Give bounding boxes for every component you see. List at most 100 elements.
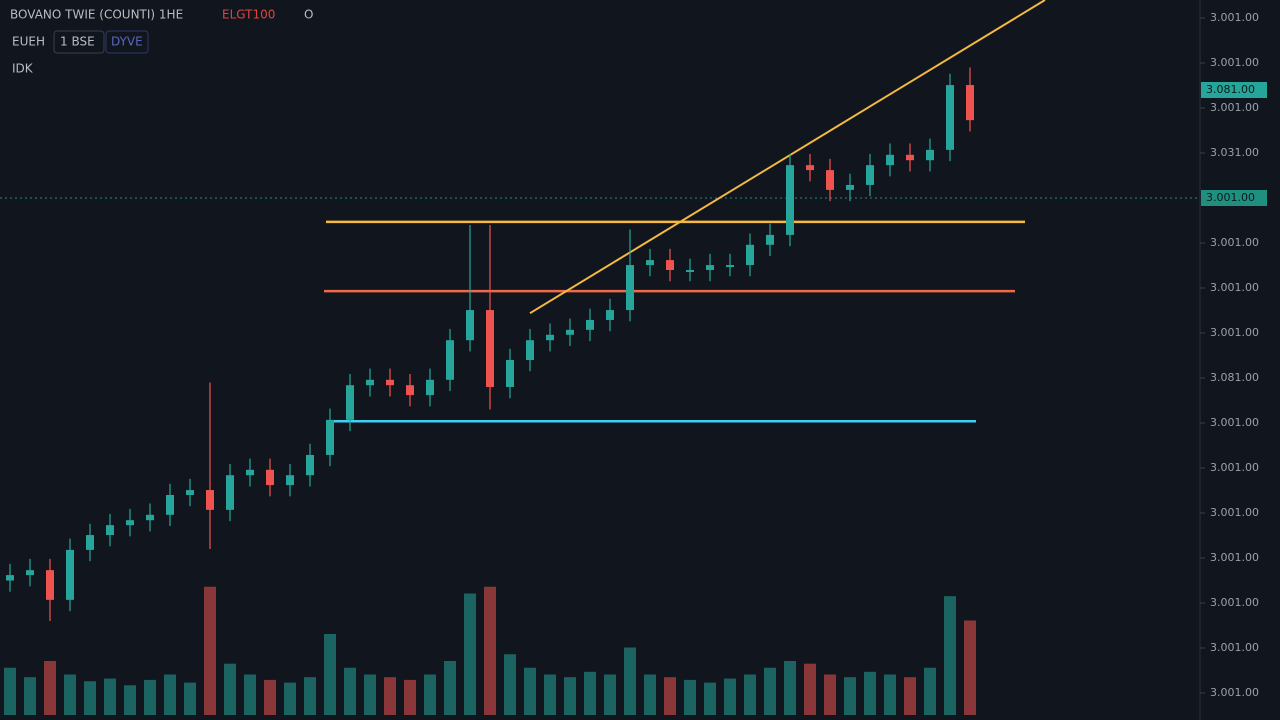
candle-body: [466, 310, 474, 341]
y-tick-label: 3.001.00: [1210, 461, 1259, 474]
volume-bar: [624, 647, 636, 715]
volume-bar: [444, 661, 456, 715]
y-tick-label: 3.001.00: [1210, 326, 1259, 339]
candle-body: [266, 469, 274, 486]
y-tick-label: 3.001.00: [1210, 236, 1259, 249]
candle-body: [506, 360, 514, 387]
volume-bar: [104, 678, 116, 715]
y-tick-label: 3.001.00: [1210, 416, 1259, 429]
volume-bar: [304, 677, 316, 715]
volume-bar: [84, 681, 96, 715]
candle-body: [686, 270, 694, 272]
volume-bar: [64, 674, 76, 715]
candle-body: [946, 85, 954, 150]
volume-bar: [644, 674, 656, 715]
candle-body: [706, 265, 714, 270]
candle-body: [786, 165, 794, 235]
volume-bar: [864, 671, 876, 715]
volume-bar: [164, 674, 176, 715]
volume-bar: [804, 663, 816, 715]
volume-bar: [964, 620, 976, 715]
volume-bar: [504, 654, 516, 715]
candle-body: [766, 234, 774, 245]
candle-body: [926, 149, 934, 161]
candle-body: [846, 184, 854, 190]
y-tick-label: 3.001.00: [1210, 641, 1259, 654]
volume-bar: [824, 674, 836, 715]
y-tick-label: 3.001.00: [1210, 281, 1259, 294]
volume-bar: [144, 679, 156, 715]
candle-body: [866, 165, 874, 185]
volume-bar: [124, 685, 136, 715]
volume-bar: [924, 667, 936, 715]
volume-bar: [604, 674, 616, 715]
button-label[interactable]: 1 BSE: [60, 35, 95, 49]
candle-body: [446, 340, 454, 380]
flag: O: [304, 8, 313, 22]
volume-bar: [584, 671, 596, 715]
button[interactable]: [105, 30, 149, 54]
volume-bar: [724, 678, 736, 715]
candle-body: [366, 379, 374, 386]
volume-bar: [384, 677, 396, 715]
y-tick-label: 3.001.00: [1210, 11, 1259, 24]
volume-bar: [564, 677, 576, 715]
candle-body: [966, 85, 974, 121]
candle-body: [126, 520, 134, 526]
y-tick-label: 3.081.00: [1210, 371, 1259, 384]
button[interactable]: [53, 30, 105, 54]
candle-body: [186, 490, 194, 495]
candle-body: [806, 165, 814, 171]
candle-body: [486, 310, 494, 387]
candle-body: [226, 475, 234, 510]
price-tag-label: 3.081.00: [1206, 83, 1255, 96]
volume-bar: [264, 679, 276, 715]
candle-body: [206, 490, 214, 510]
candle-body: [306, 454, 314, 476]
volume-bar: [784, 661, 796, 715]
candle-body: [286, 475, 294, 486]
candle-body: [526, 340, 534, 360]
candle-body: [6, 575, 14, 581]
mode: EUEH: [12, 35, 45, 49]
volume-bar: [884, 674, 896, 715]
candle-body: [906, 154, 914, 161]
candle-body: [386, 379, 394, 386]
price-tag-label: 3.001.00: [1206, 191, 1255, 204]
candle-body: [886, 154, 894, 166]
volume-bar: [284, 682, 296, 715]
button-label[interactable]: DYVE: [111, 35, 143, 49]
candle-body: [406, 385, 414, 396]
volume-bar: [4, 667, 16, 715]
volume-bar: [684, 679, 696, 715]
candle-body: [26, 570, 34, 576]
candle-body: [326, 419, 334, 455]
volume-bar: [704, 682, 716, 715]
candle-body: [726, 265, 734, 268]
candle-body: [826, 170, 834, 190]
candle-body: [546, 334, 554, 341]
y-tick-label: 3.031.00: [1210, 146, 1259, 159]
volume-bar: [44, 661, 56, 715]
candle-body: [586, 319, 594, 330]
candle-body: [166, 495, 174, 515]
y-tick-label: 3.001.00: [1210, 551, 1259, 564]
candle-body: [606, 310, 614, 320]
symbol: BOVANO TWIE (COUNTI) 1HE: [10, 8, 183, 22]
volume-bar: [424, 674, 436, 715]
volume-bar: [664, 677, 676, 715]
y-tick-label: 3.001.00: [1210, 56, 1259, 69]
volume-bar: [944, 596, 956, 715]
candle-body: [646, 260, 654, 266]
candle-body: [566, 329, 574, 335]
price: ELGT100: [222, 8, 275, 22]
candle-body: [86, 535, 94, 550]
y-tick-label: 3.001.00: [1210, 686, 1259, 699]
volume-bar: [24, 677, 36, 715]
volume-bar: [404, 679, 416, 715]
candle-body: [626, 265, 634, 311]
volume-bar: [744, 674, 756, 715]
price-tag: [1201, 82, 1267, 98]
volume-bar: [464, 593, 476, 715]
